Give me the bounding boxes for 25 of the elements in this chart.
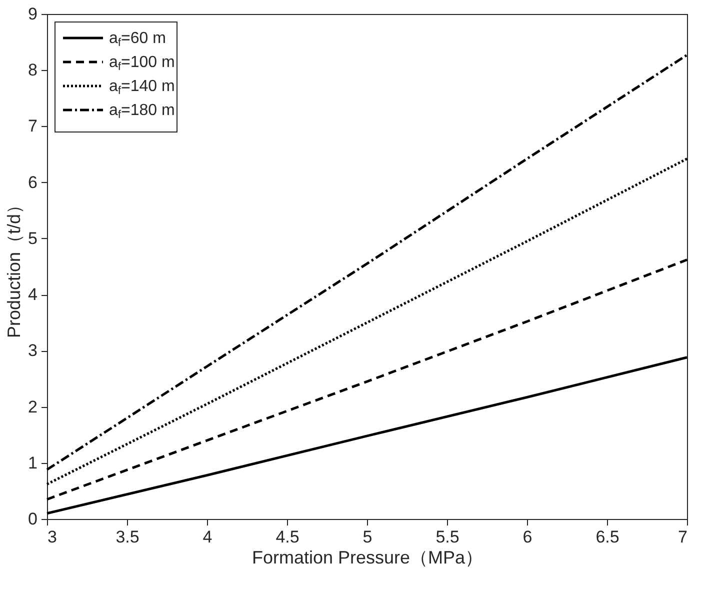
y-tick-label: 6 [28,172,38,192]
y-tick-label: 3 [28,341,38,360]
x-tick-label: 4 [202,528,212,546]
x-axis-title: Formation Pressure（MPa） [252,548,484,568]
x-tick-label: 5 [362,528,372,546]
y-tick-label: 2 [28,397,38,416]
x-tick-label: 6 [522,528,532,546]
x-tick-label: 7 [678,528,688,546]
line-series [46,158,688,486]
x-tick-label: 4.5 [276,528,300,546]
x-tick-label: 3 [48,528,57,546]
y-tick-label: 5 [28,228,38,248]
y-tick-label: 1 [28,453,38,472]
x-tick-label: 5.5 [436,528,460,546]
line-series [46,258,688,501]
y-tick-label: 9 [28,4,38,24]
x-tick-label: 6.5 [596,528,620,546]
y-axis-title: Production（t/d） [4,196,24,338]
line-series [46,356,688,515]
y-tick-label: 7 [28,116,38,136]
x-tick-label: 3.5 [116,528,140,546]
line-series [46,54,688,471]
y-tick-label: 0 [28,510,38,528]
y-tick-label: 4 [28,285,38,304]
y-tick-label: 8 [28,60,38,80]
